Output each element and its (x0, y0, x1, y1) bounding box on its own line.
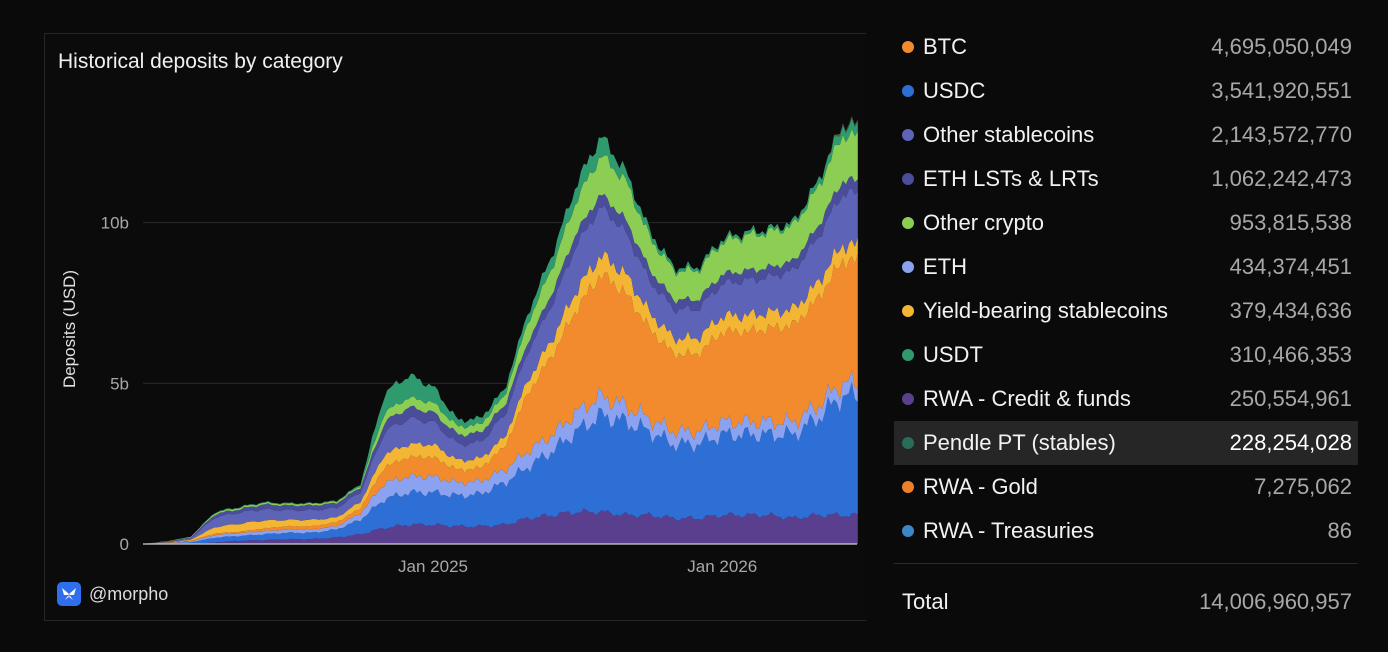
legend-item[interactable]: BTC 4,695,050,049 (894, 25, 1358, 69)
legend-item[interactable]: ETH 434,374,451 (894, 245, 1358, 289)
legend-item[interactable]: USDT 310,466,353 (894, 333, 1358, 377)
morpho-butterfly-icon (57, 582, 81, 606)
legend-value: 434,374,451 (1229, 254, 1352, 279)
legend-divider (894, 563, 1358, 564)
legend-label: Pendle PT (stables) (923, 430, 1116, 455)
legend-label: Other stablecoins (923, 122, 1095, 147)
legend-label: BTC (923, 34, 967, 59)
legend-label: USDC (923, 78, 986, 103)
legend-label: ETH LSTs & LRTs (923, 166, 1099, 191)
area-series-usdc[interactable] (143, 381, 858, 544)
legend-item[interactable]: RWA - Gold 7,275,062 (894, 465, 1358, 509)
legend-item[interactable]: ETH LSTs & LRTs 1,062,242,473 (894, 157, 1358, 201)
legend-dot-icon (902, 481, 914, 493)
legend-value: 3,541,920,551 (1211, 78, 1352, 103)
area-series-btc[interactable] (143, 253, 858, 544)
y-tick-label: 0 (120, 535, 129, 554)
legend-dot-icon (902, 85, 914, 97)
y-tick-label: 5b (110, 374, 129, 393)
legend-dot-icon (902, 349, 914, 361)
total-label: Total (902, 589, 949, 614)
legend-item[interactable]: Pendle PT (stables) 228,254,028 (894, 421, 1358, 465)
legend-item[interactable]: USDC 3,541,920,551 (894, 69, 1358, 113)
legend-value: 1,062,242,473 (1211, 166, 1352, 191)
legend-label: USDT (923, 342, 983, 367)
brand[interactable]: @morpho (57, 582, 168, 606)
legend-dot-icon (902, 41, 914, 53)
legend-label: ETH (923, 254, 967, 279)
legend-label: RWA - Gold (923, 474, 1038, 499)
legend-label: Other crypto (923, 210, 1045, 235)
legend-value: 953,815,538 (1229, 210, 1352, 235)
legend-value: 310,466,353 (1229, 342, 1352, 367)
legend-label: RWA - Treasuries (923, 518, 1095, 543)
legend-value: 4,695,050,049 (1211, 34, 1352, 59)
y-axis-label: Deposits (USD) (60, 270, 79, 388)
legend-value: 379,434,636 (1229, 298, 1352, 323)
legend-dot-icon (902, 261, 914, 273)
legend-dot-icon (902, 305, 914, 317)
legend-item[interactable]: Other crypto 953,815,538 (894, 201, 1358, 245)
legend-value: 86 (1327, 518, 1352, 543)
y-tick-label: 10b (101, 214, 129, 233)
legend-list: BTC 4,695,050,049 USDC 3,541,920,551 Other s… (894, 25, 1358, 553)
legend-dot-icon (902, 129, 914, 141)
legend-dot-icon (902, 525, 914, 537)
legend-value: 2,143,572,770 (1211, 122, 1352, 147)
legend-dot-icon (902, 437, 914, 449)
stacked-area-chart: 0 5b 10b Deposits (USD) Jan 2025 Jan 2026 (60, 116, 858, 576)
legend-item[interactable]: RWA - Credit & funds 250,554,961 (894, 377, 1358, 421)
total-value: 14,006,960,957 (1199, 589, 1352, 614)
x-tick-label: Jan 2025 (398, 557, 468, 576)
legend-item[interactable]: RWA - Treasuries 86 (894, 509, 1358, 553)
legend-dot-icon (902, 173, 914, 185)
legend-label: Yield-bearing stablecoins (923, 298, 1168, 323)
legend-value: 250,554,961 (1229, 386, 1352, 411)
legend-value: 228,254,028 (1229, 430, 1352, 455)
total-row: Total 14,006,960,957 (894, 580, 1358, 624)
x-tick-label: Jan 2026 (687, 557, 757, 576)
legend-item[interactable]: Yield-bearing stablecoins 379,434,636 (894, 289, 1358, 333)
legend-item[interactable]: Other stablecoins 2,143,572,770 (894, 113, 1358, 157)
legend-dot-icon (902, 393, 914, 405)
chart-panel: 0 5b 10b Deposits (USD) Jan 2025 Jan 2026 His… (44, 33, 866, 621)
legend-label: RWA - Credit & funds (923, 386, 1131, 411)
chart-title: Historical deposits by category (58, 50, 343, 73)
legend-dot-icon (902, 217, 914, 229)
brand-handle: @morpho (89, 583, 169, 604)
legend-value: 7,275,062 (1254, 474, 1352, 499)
area-series-rwa-credit-funds[interactable] (143, 508, 858, 544)
